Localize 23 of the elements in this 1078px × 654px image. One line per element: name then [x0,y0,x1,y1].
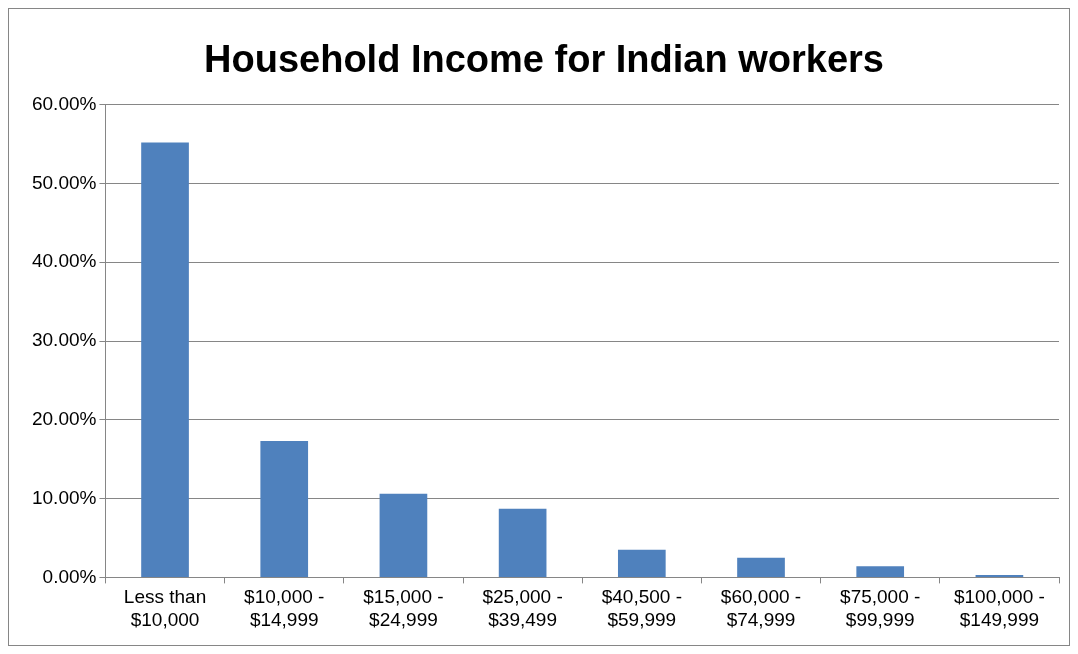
y-tick-label: 60.00% [31,92,97,114]
x-tick-label: Less than $10,000 [123,586,207,630]
bar [141,142,189,577]
chart-title: Household Income for Indian workers [204,38,884,81]
y-tick-label: 30.00% [31,329,97,351]
y-tick-label: 20.00% [31,408,97,430]
y-tick-label: 10.00% [31,486,97,508]
x-tick-label: $60,000 - $74,999 [720,586,802,630]
y-tick-label: 50.00% [31,171,97,193]
y-tick-label: 0.00% [42,565,97,587]
bar [617,549,666,577]
y-tick-label: 40.00% [31,250,97,272]
bar [260,441,309,577]
x-tick-label: $10,000 - $14,999 [244,586,325,630]
x-tick-label: $75,000 - $99,999 [840,586,921,630]
bar [737,557,785,577]
x-tick-label: $100,000 - $149,999 [953,586,1045,630]
x-tick-label: $40,500 - $59,999 [601,586,682,630]
x-tick-label: $25,000 - $39,499 [482,586,563,630]
bar [498,508,547,577]
bar [379,493,428,577]
x-tick-label: $15,000 - $24,999 [363,586,444,630]
bar [856,566,905,577]
